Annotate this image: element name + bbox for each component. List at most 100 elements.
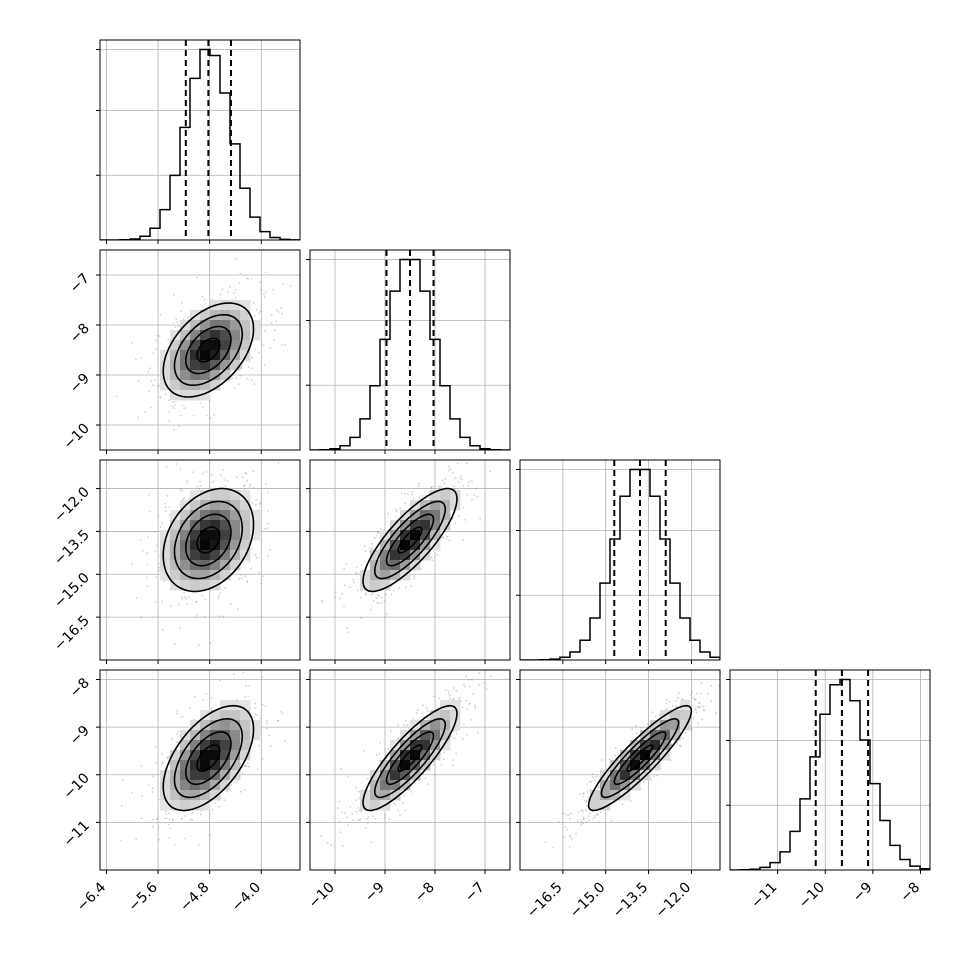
y-tick-label: −8: [67, 321, 93, 347]
density-cell: [190, 360, 201, 371]
y-tick-label: −8: [67, 675, 93, 701]
scatter-point: [694, 707, 697, 710]
scatter-point: [186, 602, 189, 605]
density-cell: [170, 560, 181, 571]
scatter-point: [231, 377, 234, 380]
density-cell: [200, 780, 211, 791]
scatter-point: [196, 614, 198, 616]
y-tick-label: −7: [67, 271, 93, 297]
scatter-point: [635, 732, 638, 735]
density-cell: [230, 740, 241, 751]
density-cell: [200, 320, 211, 331]
contour-line: [184, 731, 232, 786]
density-cell: [210, 330, 221, 341]
scatter-point: [448, 539, 451, 542]
scatter-point: [248, 366, 250, 369]
scatter-point: [202, 698, 205, 701]
scatter-point: [256, 768, 259, 770]
scatter-point: [460, 475, 462, 477]
scatter-point: [462, 484, 465, 487]
scatter-point: [253, 314, 256, 317]
scatter-point: [410, 790, 413, 793]
scatter-point: [261, 676, 264, 679]
density-cell: [180, 550, 191, 561]
scatter-point: [251, 547, 254, 550]
scatter-point: [161, 753, 164, 755]
density-cell: [200, 750, 211, 761]
scatter-point: [462, 506, 465, 509]
density-cell: [440, 510, 451, 521]
scatter-point: [301, 665, 303, 667]
scatter-point: [180, 490, 183, 492]
density-cell: [170, 530, 181, 541]
scatter-point: [438, 697, 441, 700]
scatter-point: [355, 810, 358, 813]
scatter-point: [246, 580, 249, 582]
scatter-point: [120, 805, 123, 808]
density-cell: [240, 540, 251, 551]
scatter-point: [243, 485, 246, 488]
scatter-point: [396, 738, 399, 741]
scatter-point: [565, 826, 567, 828]
density-cell: [620, 780, 631, 791]
scatter-point: [468, 702, 471, 705]
contour-line: [184, 513, 232, 567]
scatter-point: [339, 597, 341, 600]
scatter-point: [275, 309, 278, 312]
scatter-point: [577, 811, 580, 813]
x-tick-label: −10: [796, 880, 828, 912]
scatter-point: [168, 514, 171, 517]
scatter-point: [254, 707, 257, 710]
scatter-point: [173, 843, 176, 846]
scatter-point: [164, 502, 167, 505]
scatter-point: [371, 542, 373, 545]
density-cell: [210, 750, 221, 761]
density-cell: [170, 510, 181, 521]
density-cell: [170, 340, 181, 351]
scatter-point: [161, 628, 164, 631]
y-tick-label: −15.0: [51, 570, 93, 612]
scatter-point: [449, 468, 452, 470]
scatter-point: [412, 497, 415, 500]
density-cell: [630, 770, 641, 781]
scatter-point: [201, 406, 204, 408]
scatter-point: [417, 485, 420, 487]
scatter-point: [154, 745, 157, 748]
scatter-point: [390, 593, 393, 596]
scatter-point: [244, 575, 246, 578]
density-cell: [670, 720, 681, 731]
scatter-point: [585, 799, 588, 802]
scatter-point: [264, 271, 267, 274]
density-cell: [190, 770, 201, 781]
scatter-point: [349, 805, 352, 808]
density-cell: [370, 580, 381, 591]
scatter-point: [654, 715, 657, 718]
scatter-point: [651, 711, 654, 714]
density-cell: [180, 740, 191, 751]
scatter-point: [347, 824, 350, 827]
density-cell: [650, 720, 661, 731]
scatter-point: [416, 709, 419, 712]
scatter-point: [217, 594, 220, 597]
scatter-point: [478, 672, 481, 674]
density-cell: [230, 540, 241, 551]
scatter-point: [158, 335, 161, 337]
density-cell: [180, 800, 191, 811]
density-cell: [370, 800, 381, 811]
scatter-point: [691, 690, 694, 693]
density-cell: [410, 770, 421, 781]
scatter-point: [442, 536, 444, 539]
scatter-point: [195, 616, 198, 619]
scatter-point: [596, 813, 599, 816]
panel-2-0: −16.5−15.0−13.5−12.0: [51, 459, 301, 664]
density-cell: [160, 800, 171, 811]
density-cell: [640, 750, 651, 761]
scatter-point: [202, 472, 204, 475]
scatter-point: [621, 803, 624, 805]
panel-3-0: −6.4 −5.6 −4.8 −4.0 −11 −10 −9 −8: [61, 665, 303, 915]
density-cell: [180, 380, 191, 391]
density-cell: [440, 490, 451, 501]
scatter-point: [152, 825, 155, 828]
scatter-point: [640, 727, 643, 729]
density-cells: [160, 700, 261, 811]
